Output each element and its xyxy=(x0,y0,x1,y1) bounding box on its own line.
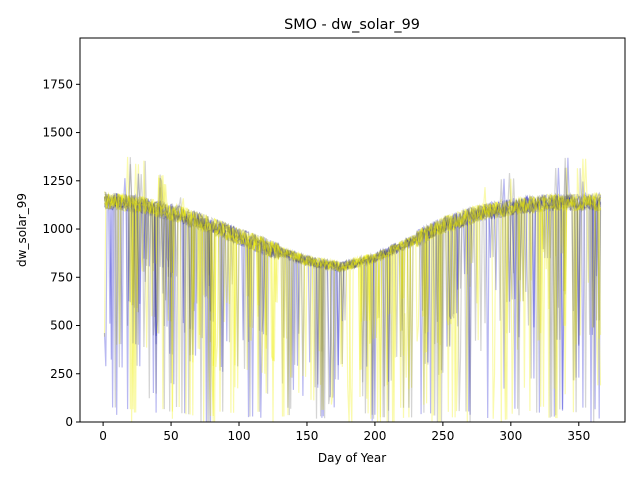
x-axis-label: Day of Year xyxy=(318,451,386,465)
x-tick-label: 350 xyxy=(567,429,590,443)
y-tick-label: 0 xyxy=(65,415,73,429)
x-tick-label: 250 xyxy=(431,429,454,443)
x-tick-label: 0 xyxy=(99,429,107,443)
plot-frame xyxy=(79,37,626,423)
series-line xyxy=(104,178,602,414)
series-line xyxy=(103,193,602,422)
series-line xyxy=(103,167,602,422)
x-tick-label: 50 xyxy=(163,429,178,443)
series-line xyxy=(103,157,602,422)
series-line xyxy=(104,157,602,422)
y-tick-label: 750 xyxy=(50,270,73,284)
series-line xyxy=(104,158,602,422)
y-tick-label: 1000 xyxy=(42,222,73,236)
series-line xyxy=(104,174,602,422)
series-line xyxy=(103,160,602,422)
y-tick-label: 1250 xyxy=(42,174,73,188)
y-tick-label: 1500 xyxy=(42,126,73,140)
plot-area xyxy=(103,156,602,422)
y-tick-label: 500 xyxy=(50,319,73,333)
x-tick-label: 100 xyxy=(228,429,251,443)
x-tick-label: 300 xyxy=(499,429,522,443)
y-tick-label: 1750 xyxy=(42,77,73,91)
series-line xyxy=(103,157,602,422)
x-tick-label: 200 xyxy=(363,429,386,443)
series-line xyxy=(104,184,602,422)
y-axis: 0 250 500 750 1000 1250 1500 1750 xyxy=(42,77,80,429)
x-tick-label: 150 xyxy=(296,429,319,443)
series-line xyxy=(103,173,602,422)
series-line xyxy=(103,158,602,422)
series-line xyxy=(103,183,602,422)
y-axis-label: dw_solar_99 xyxy=(15,193,29,267)
series-line xyxy=(103,181,602,421)
x-axis: 0 50 100 150 200 250 300 350 xyxy=(99,422,590,443)
y-tick-label: 250 xyxy=(50,367,73,381)
series-line xyxy=(103,167,602,422)
chart-title: SMO - dw_solar_99 xyxy=(284,17,420,33)
series-line xyxy=(103,160,602,422)
series-layer xyxy=(103,156,602,422)
series-line xyxy=(103,164,602,419)
series-line xyxy=(103,156,602,422)
